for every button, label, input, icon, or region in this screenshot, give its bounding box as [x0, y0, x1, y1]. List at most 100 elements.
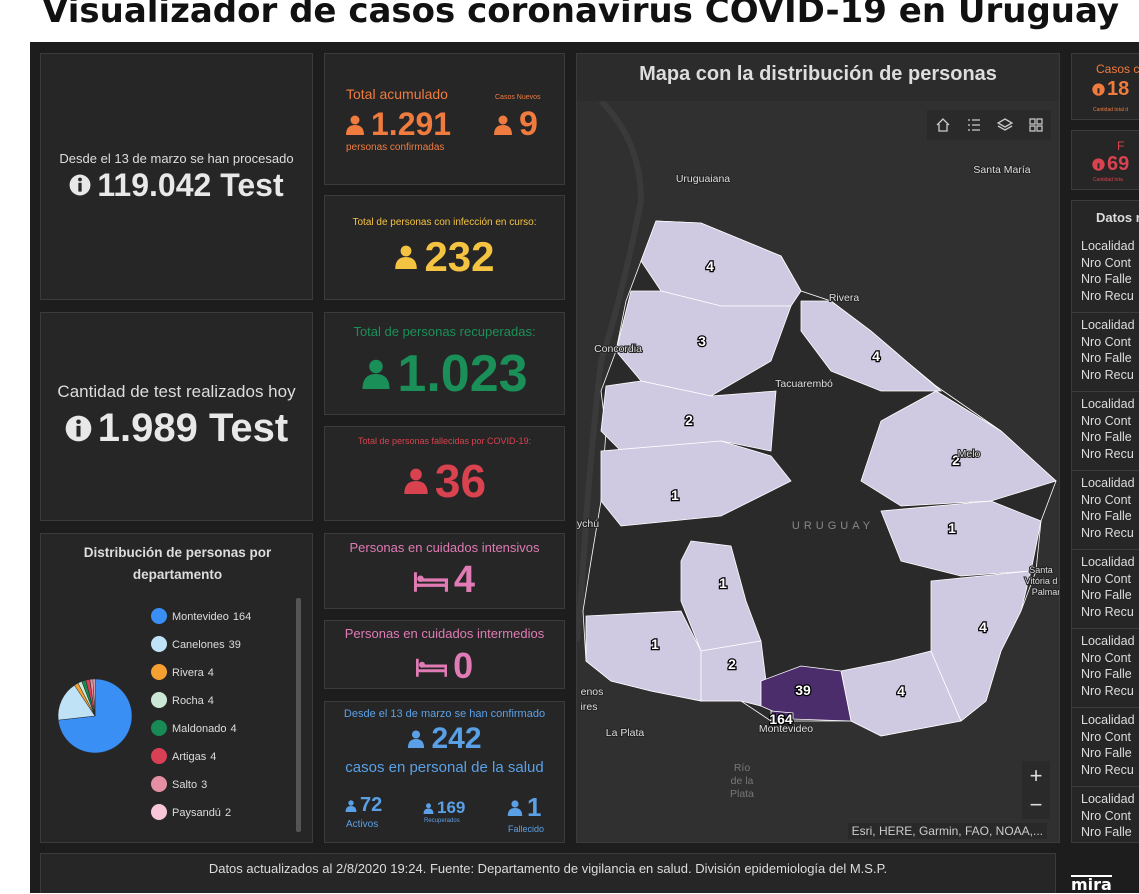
- layers-button[interactable]: [996, 117, 1013, 133]
- card-sublabel: casos en personal de la salud: [345, 759, 544, 776]
- basemap-button[interactable]: [1028, 117, 1044, 133]
- card-value: 242: [431, 722, 482, 755]
- card-value: 0: [453, 645, 474, 686]
- icon: [394, 245, 418, 269]
- icon: [507, 799, 523, 816]
- legend-swatch: [151, 608, 167, 624]
- place-label: Santa: [1029, 565, 1053, 575]
- pie-card: Distribución de personas por departament…: [40, 533, 313, 843]
- place-label: ychú: [577, 518, 599, 530]
- icon-person: [404, 468, 428, 494]
- icon-info: [65, 415, 92, 441]
- record-line: Nro Recu: [1081, 525, 1134, 540]
- place-label: Vitória d: [1025, 576, 1058, 586]
- icon: [1028, 118, 1043, 132]
- record-line: Nro Cont: [1081, 808, 1132, 823]
- icon: [361, 359, 391, 389]
- icon-part: [346, 124, 364, 135]
- legend-swatch: [151, 804, 167, 820]
- side-card-note: Cantidad tota: [1093, 177, 1123, 183]
- legend-swatch: [151, 776, 167, 792]
- icon: [345, 799, 357, 812]
- icon-part: [362, 374, 390, 389]
- record-line: Nro Falle: [1081, 825, 1132, 840]
- department: [930, 570, 1032, 722]
- record-line: Nro Falle: [1081, 588, 1132, 603]
- icon-part: [78, 177, 83, 182]
- legend-button[interactable]: [966, 117, 982, 133]
- department-count: 4: [706, 258, 714, 274]
- icon: [936, 118, 949, 132]
- page-title: Visualizador de casos coronavirus COVID-…: [42, 0, 1120, 31]
- staff-recovered-value: 169: [437, 798, 466, 817]
- legend-swatch: [151, 748, 167, 764]
- icon-bed: [415, 658, 448, 677]
- department-count: 3: [698, 333, 706, 349]
- icon-part: [76, 425, 81, 437]
- card-value-row: 4: [325, 561, 564, 599]
- icon-part: [418, 661, 425, 668]
- pie-slice: [92, 678, 96, 717]
- divider: [1072, 391, 1139, 392]
- place-label: Río: [734, 762, 751, 774]
- zoom-in[interactable]: +: [1029, 763, 1043, 788]
- card-value: 119.042 Test: [97, 167, 284, 203]
- place-label: Uruguaiana: [676, 173, 730, 185]
- record-line: Nro Falle: [1081, 667, 1132, 682]
- record-line: Nro Cont: [1081, 729, 1132, 744]
- scrollbar[interactable]: [296, 598, 301, 832]
- legend-value: 2: [225, 807, 231, 819]
- icon-person: [423, 802, 434, 814]
- recovered-card: Total de personas recuperadas: 1.023: [324, 312, 565, 415]
- place-label: Concordia: [594, 343, 642, 355]
- card-value-row: 232: [325, 236, 564, 278]
- icon-part: [404, 481, 428, 494]
- record-line: Nro Cont: [1081, 255, 1132, 270]
- department-count: 164: [769, 711, 793, 727]
- zoom-out[interactable]: −: [1029, 792, 1043, 817]
- footer-text: Datos actualizados al 2/8/2020 19:24. Fu…: [208, 861, 888, 876]
- record-line: Nro Cont: [1081, 571, 1132, 586]
- place-label: La Plata: [606, 727, 645, 739]
- record-line: Localidad: [1081, 634, 1135, 648]
- legend-name: Salto: [172, 779, 197, 791]
- department-count: 2: [685, 412, 693, 428]
- icon-part: [415, 658, 448, 677]
- record-line: Localidad: [1081, 792, 1135, 806]
- record-line: Nro Recu: [1081, 604, 1134, 619]
- place-label: enos: [581, 686, 604, 698]
- side-card-value-row: 69: [1092, 153, 1129, 176]
- record-line: Nro Cont: [1081, 650, 1132, 665]
- legend-swatch: [151, 636, 167, 652]
- side-card-label: F: [1117, 139, 1125, 153]
- place-label: Tacuarembó: [775, 378, 833, 390]
- icon-part: [369, 359, 384, 374]
- record-line: Localidad: [1081, 555, 1135, 569]
- icon-part: [408, 739, 425, 748]
- card-label: Personas en cuidados intermedios: [344, 626, 545, 641]
- record-line: Localidad: [1081, 318, 1135, 332]
- place-label: Melo: [958, 448, 981, 460]
- card-label: Personas en cuidados intensivos: [349, 540, 540, 555]
- home-button[interactable]: [935, 117, 951, 133]
- divider: [1072, 628, 1139, 629]
- department-count: 1: [719, 575, 727, 591]
- map[interactable]: 4 3 4 2 2 1 1 1 4 1 2 39 4 164 Uruguaiana Santa María Ri…: [577, 101, 1059, 842]
- icon-part: [498, 115, 508, 124]
- legend-swatch: [151, 664, 167, 680]
- card-value-row: 1.023: [325, 348, 564, 400]
- legend-label: Salto 3: [172, 779, 207, 791]
- record-line: Localidad: [1081, 397, 1135, 411]
- place-label: Santa María: [973, 164, 1030, 176]
- card-label: Desde el 13 de marzo se han procesado: [59, 151, 294, 166]
- new-cases-row: 9: [493, 105, 538, 144]
- icu-card: Personas en cuidados intensivos 4: [324, 533, 565, 609]
- legend-name: Rivera: [172, 667, 205, 679]
- icon-part: [426, 802, 431, 808]
- legend-label: Maldonado 4: [172, 723, 237, 735]
- icon-info: [1092, 83, 1105, 96]
- legend-label: Rivera 4: [172, 667, 214, 679]
- card-label: Desde el 13 de marzo se han confirmado: [343, 708, 546, 720]
- icon: [65, 415, 92, 442]
